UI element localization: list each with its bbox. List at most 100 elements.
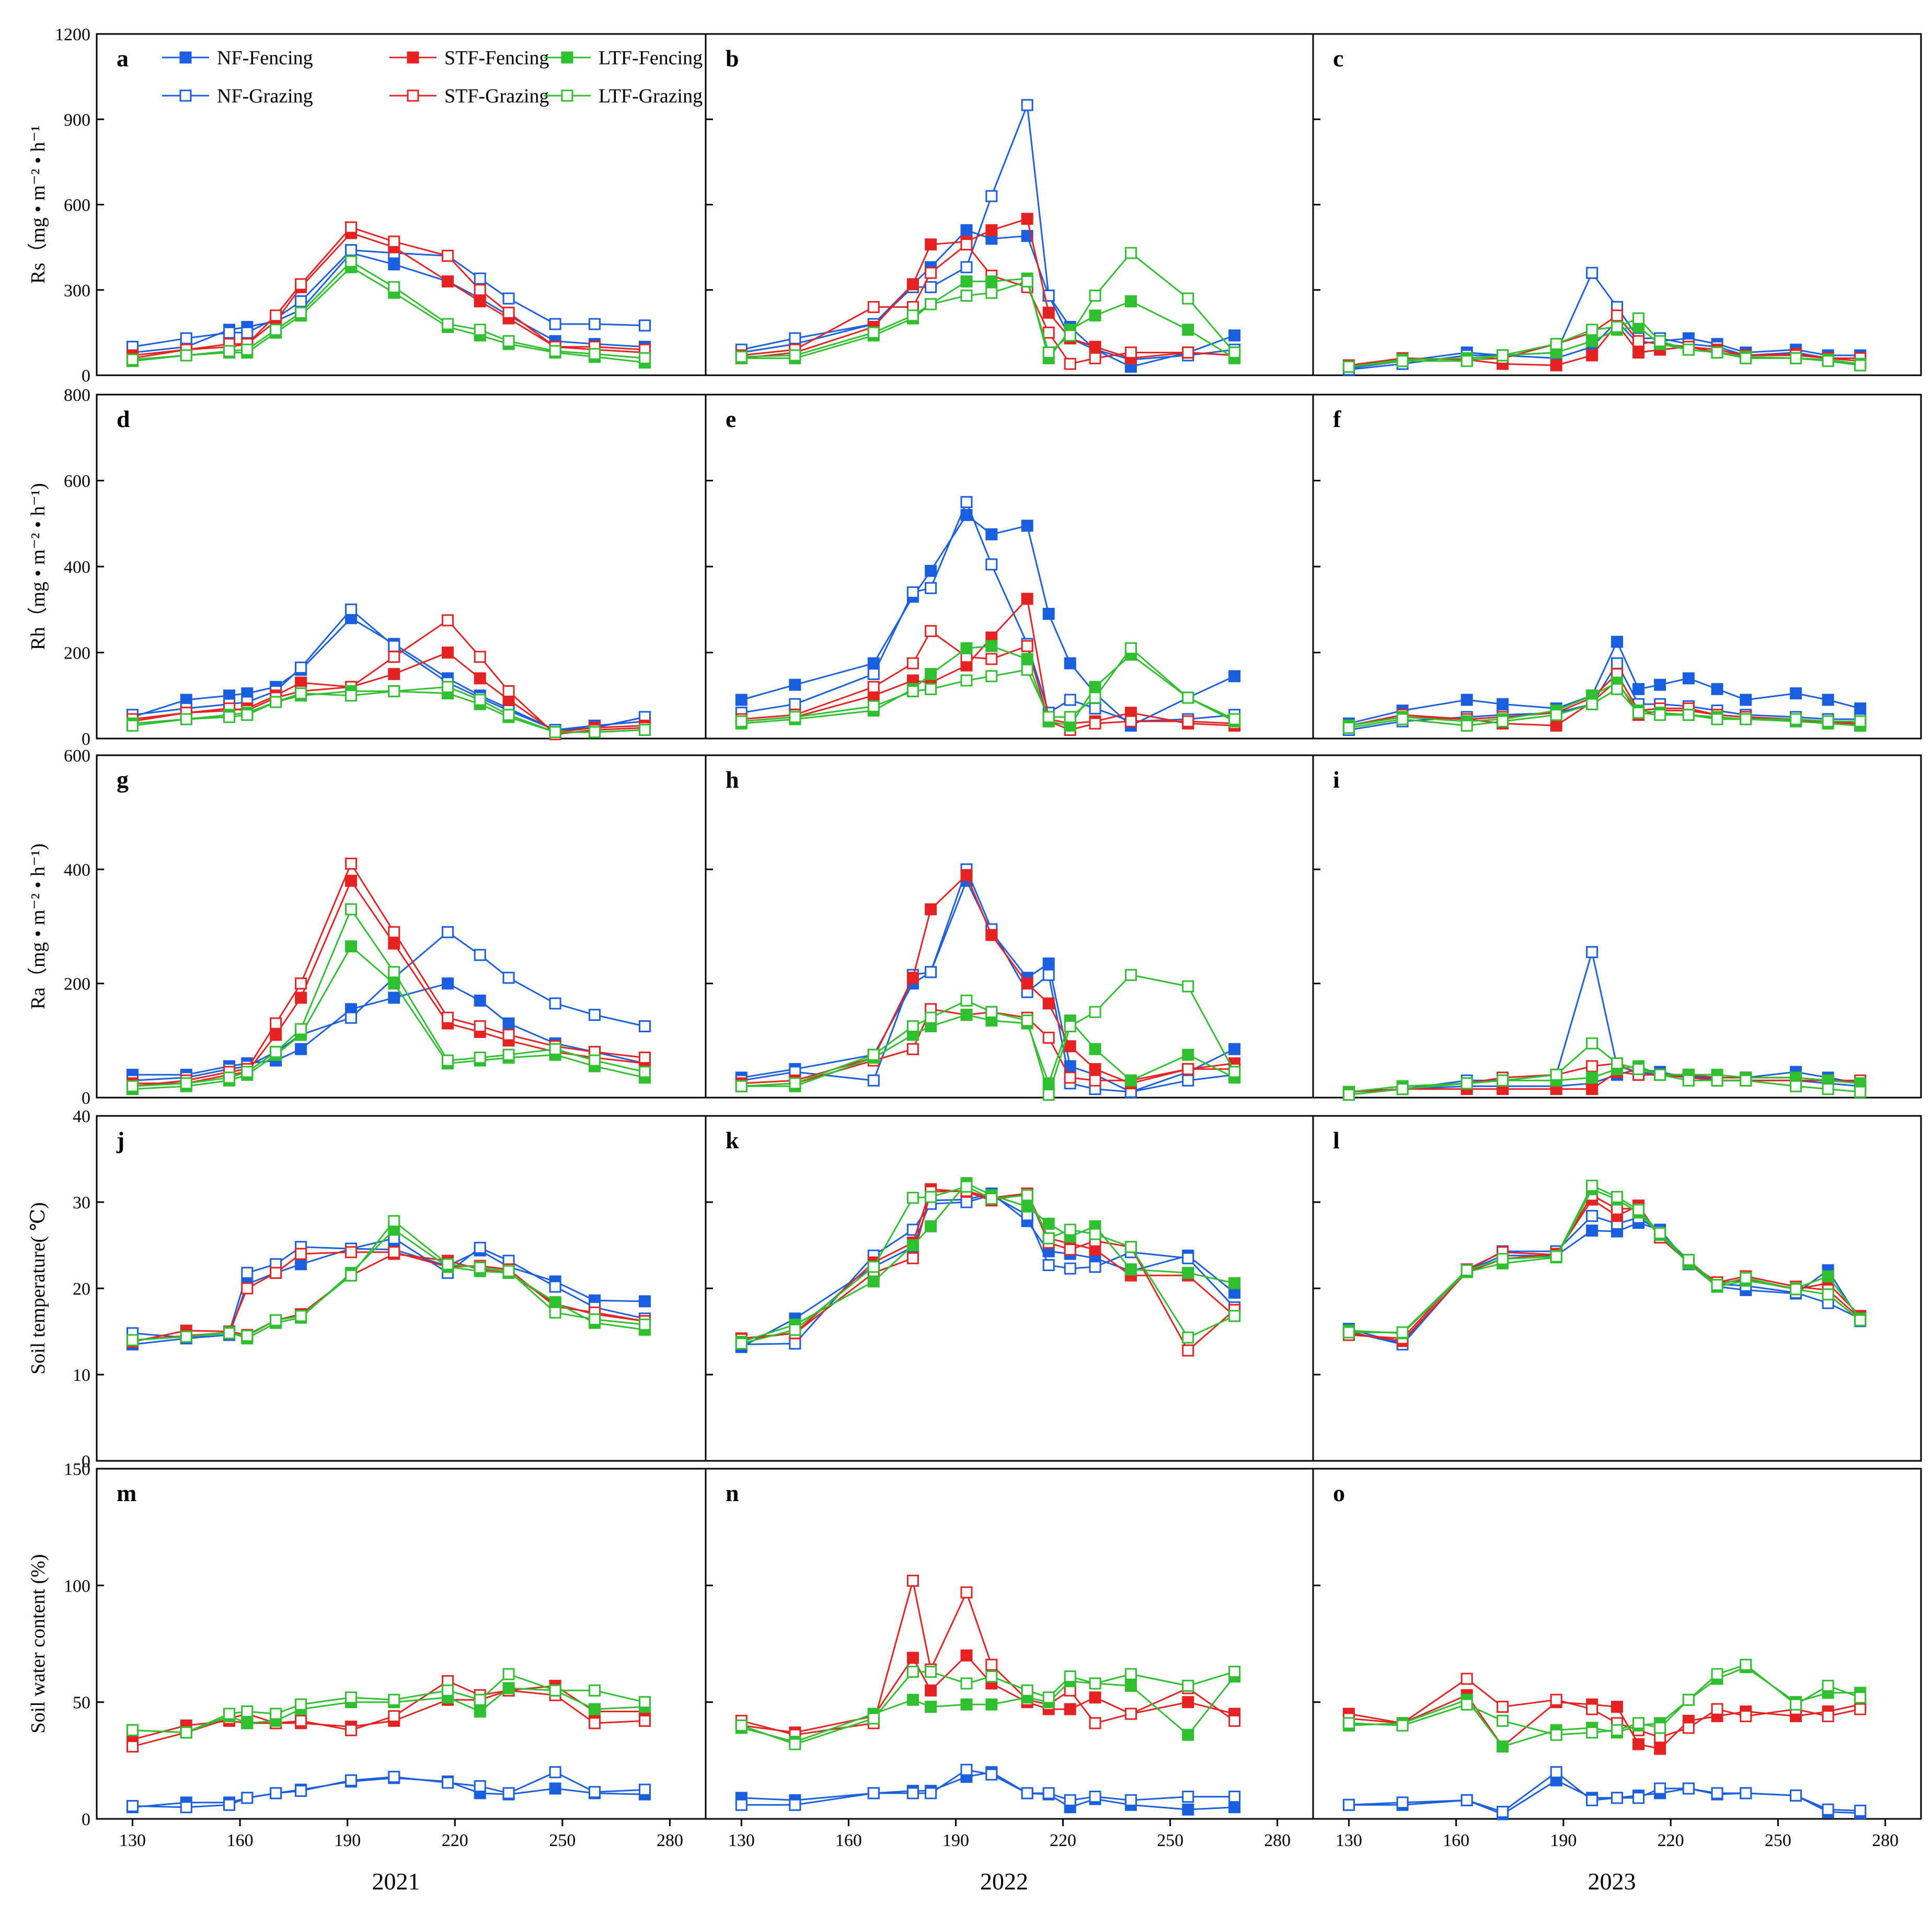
x-tick-label: 250 [1765, 1831, 1791, 1850]
data-point [1182, 715, 1194, 728]
data-point [502, 709, 515, 721]
data-point [345, 603, 358, 616]
data-point [388, 966, 400, 978]
panel-letter: e [726, 406, 736, 432]
data-point [1611, 309, 1623, 322]
data-point [1064, 711, 1076, 723]
data-point [1228, 1791, 1241, 1803]
data-point [1064, 1262, 1076, 1275]
y-tick-label: 20 [73, 1279, 90, 1299]
data-point [442, 977, 454, 990]
data-point [1854, 715, 1867, 728]
data-point [1182, 1803, 1194, 1816]
data-point [1396, 1083, 1409, 1096]
data-point [388, 977, 400, 990]
data-point [549, 1766, 561, 1779]
data-point [789, 711, 801, 723]
data-point [1586, 1703, 1598, 1715]
data-point [388, 991, 400, 1004]
data-point [1460, 355, 1473, 367]
data-point [925, 564, 937, 577]
data-point [474, 672, 486, 685]
data-point [1632, 1738, 1645, 1750]
data-point [345, 1724, 358, 1736]
series-line-STF-Fencing [741, 873, 1235, 1085]
data-point [1042, 1259, 1055, 1271]
data-point [1396, 1326, 1409, 1339]
x-tick-label: 190 [1550, 1831, 1577, 1850]
data-point [474, 1705, 486, 1718]
data-point [126, 1334, 139, 1346]
data-point [789, 1738, 801, 1750]
data-point [1682, 1254, 1695, 1266]
series-line-NF-Fencing [1349, 1779, 1860, 1815]
data-point [388, 926, 400, 938]
panel-j: 0 10 20 30 40 j [73, 1107, 707, 1471]
data-point [1586, 324, 1598, 336]
legend-marker [561, 89, 573, 102]
data-point [502, 1682, 515, 1694]
data-point [1790, 687, 1802, 700]
legend-marker [407, 51, 419, 64]
data-point [1586, 946, 1598, 959]
data-point [241, 343, 254, 356]
series-line-NF-Fencing [132, 1248, 645, 1345]
data-point [1064, 1071, 1076, 1084]
data-point [867, 681, 880, 693]
data-point [180, 1330, 192, 1343]
data-point [270, 309, 282, 322]
data-point [1182, 1679, 1194, 1692]
x-tick-label: 250 [1157, 1831, 1183, 1850]
data-point [985, 190, 998, 202]
data-point [1550, 1250, 1562, 1263]
data-point [735, 1338, 748, 1350]
y-tick-label: 200 [64, 644, 90, 663]
series-line-LTF-Grazing [741, 974, 1235, 1098]
data-point [1064, 1020, 1076, 1033]
data-point [867, 1275, 880, 1288]
data-point [906, 685, 919, 698]
x-tick-label: 250 [549, 1831, 576, 1850]
data-point [1182, 1048, 1194, 1061]
y-tick-label: 300 [64, 281, 90, 301]
data-point [1064, 657, 1076, 670]
data-point [1089, 1717, 1101, 1729]
data-point [1632, 683, 1645, 695]
data-point [1586, 698, 1598, 710]
data-point [1042, 1031, 1055, 1044]
data-point [1182, 1252, 1194, 1264]
data-point [1854, 1703, 1867, 1715]
data-point [1089, 341, 1101, 353]
data-point [474, 694, 486, 706]
data-point [1342, 1326, 1355, 1339]
data-point [589, 1786, 601, 1798]
data-point [985, 558, 998, 571]
panel-letter: k [726, 1127, 739, 1154]
data-point [789, 1077, 801, 1090]
data-point [1711, 1787, 1723, 1800]
data-point [1497, 1714, 1509, 1727]
data-point [1342, 1798, 1355, 1811]
data-point [1124, 1074, 1137, 1087]
data-point [906, 972, 919, 984]
data-point [345, 874, 358, 887]
data-point [985, 275, 998, 287]
data-point [1124, 642, 1137, 654]
data-point [960, 290, 973, 302]
data-point [960, 869, 973, 881]
data-point [1042, 1691, 1055, 1704]
data-point [345, 903, 358, 916]
data-point [474, 651, 486, 663]
data-point [906, 1666, 919, 1678]
series-line-NF-Fencing [1349, 1222, 1861, 1345]
data-point [1632, 1792, 1645, 1804]
data-point [867, 1787, 880, 1800]
data-point [925, 267, 937, 279]
data-point [388, 685, 400, 698]
data-point [1682, 1074, 1695, 1087]
data-point [906, 1693, 919, 1706]
data-point [867, 1261, 880, 1273]
data-point [474, 1052, 486, 1064]
data-point [1042, 1787, 1055, 1800]
